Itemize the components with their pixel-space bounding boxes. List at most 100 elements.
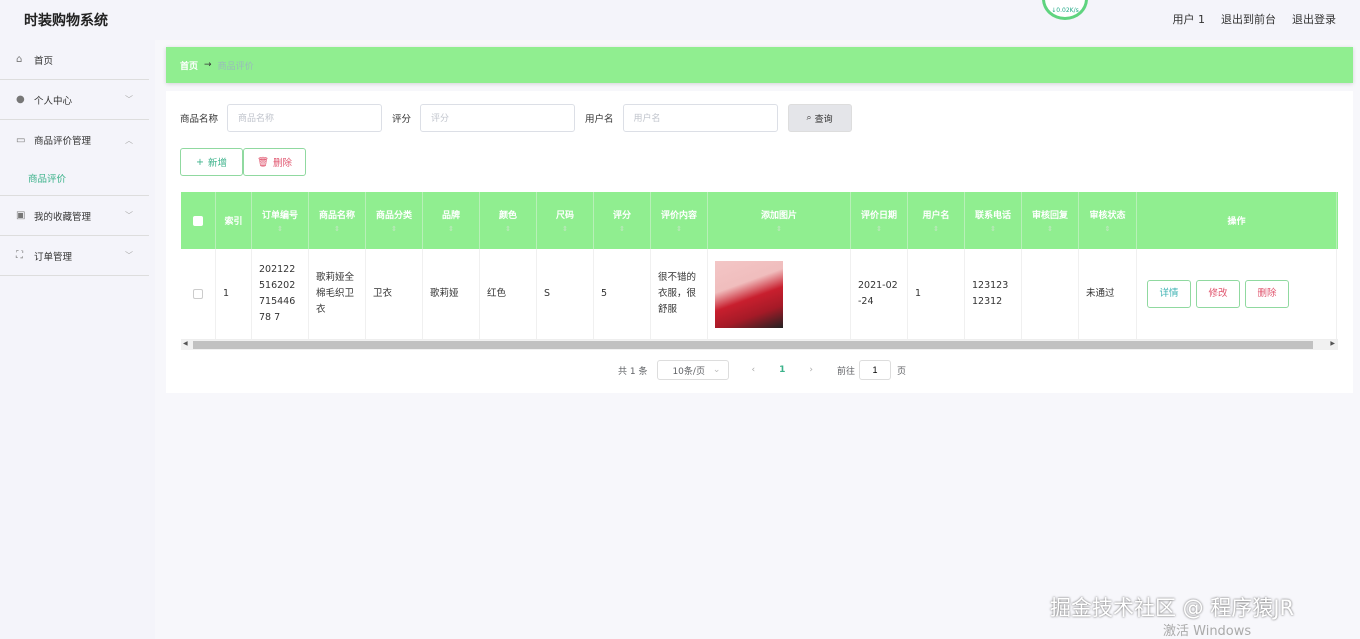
sidebar-item-home[interactable]: ⌂ 首页 [0, 40, 149, 80]
rating-input[interactable] [420, 104, 576, 132]
review-photo[interactable] [715, 260, 783, 328]
column-header[interactable]: 索引 [216, 192, 252, 249]
column-header[interactable]: 颜色 ⇕ [480, 192, 537, 249]
cell-category: 卫衣 [366, 249, 423, 339]
sidebar-item-personal-center[interactable]: ● 个人中心 ﹀ [0, 80, 149, 120]
exit-to-front-link[interactable]: 退出到前台 [1221, 13, 1276, 26]
cell-content: 很不错的衣服，很舒服 [651, 249, 708, 339]
column-header[interactable]: 品牌 ⇕ [423, 192, 480, 249]
column-header-label: 索引 [224, 217, 243, 227]
watermark: 掘金技术社区 @ 程序猿JR [1050, 596, 1295, 620]
sort-icon[interactable]: ⇕ [1104, 225, 1111, 233]
sort-icon[interactable]: ⇕ [619, 225, 625, 233]
row-checkbox[interactable] [193, 289, 203, 299]
horizontal-scrollbar[interactable]: ◀ ▶ [181, 340, 1338, 350]
column-header-label: 用户名 [922, 211, 950, 221]
query-button[interactable]: ⌕ 查询 [787, 104, 852, 132]
table-header: 索引 订单编号 ⇕ 商品名称 ⇕ 商品分类 ⇕ 品牌 ⇕ 颜色 ⇕ 尺码 ⇕ 评分 ⇕ 评价内容 ⇕ 添加图片 ⇕ 评… [181, 192, 1338, 249]
page-size-value: 10条/页 [672, 366, 705, 377]
sidebar-item-review-management[interactable]: ▭ 商品评价管理 ︿ [0, 120, 149, 160]
cell-username: 1 [908, 249, 965, 339]
sort-icon[interactable]: ⇕ [776, 225, 782, 233]
column-header[interactable]: 操作 [1137, 192, 1337, 249]
sort-icon[interactable]: ⇕ [448, 225, 454, 233]
sort-icon[interactable]: ⇕ [933, 225, 939, 233]
batch-delete-button[interactable]: 🗑 删除 [243, 148, 306, 176]
column-header-label: 评价日期 [860, 211, 897, 221]
column-header-label: 商品名称 [318, 211, 355, 221]
page-size-select[interactable]: 10条/页 ⌄ [657, 360, 730, 380]
column-header-label: 操作 [1227, 217, 1246, 227]
sort-icon[interactable]: ⇕ [391, 225, 397, 233]
clipboard-icon: ▣ [16, 210, 26, 221]
chevron-up-icon: ︿ [125, 135, 133, 145]
breadcrumb-home[interactable]: 首页 [180, 61, 199, 72]
sort-icon[interactable]: ⇕ [876, 225, 882, 233]
column-header[interactable]: 商品分类 ⇕ [366, 192, 423, 249]
column-header[interactable]: 评分 ⇕ [594, 192, 651, 249]
sort-icon[interactable]: ⇕ [990, 225, 996, 233]
cell-brand: 歌莉娅 [423, 249, 480, 339]
username-input[interactable] [622, 104, 778, 132]
column-header-label: 添加图片 [760, 211, 797, 221]
sort-icon[interactable]: ⇕ [1047, 225, 1053, 233]
next-page-icon[interactable]: › [809, 365, 813, 375]
sort-icon[interactable]: ⇕ [334, 225, 340, 233]
column-header-label: 尺码 [555, 211, 574, 221]
logout-link[interactable]: 退出登录 [1292, 13, 1336, 26]
cell-size: S [537, 249, 594, 339]
table-row: 1 20212251620271544678 7 歌莉娅全棉毛织卫衣 卫衣 歌莉… [181, 249, 1338, 340]
column-header[interactable]: 评价日期 ⇕ [851, 192, 908, 249]
prev-page-icon[interactable]: ‹ [751, 365, 756, 375]
sort-icon[interactable]: ⇕ [277, 225, 283, 233]
sort-icon[interactable]: ⇕ [505, 225, 511, 233]
column-header-label: 审核回复 [1031, 211, 1068, 221]
add-button[interactable]: + 新增 [180, 148, 243, 176]
column-header-label: 颜色 [498, 211, 517, 221]
cell-index: 1 [216, 249, 252, 339]
sidebar-subitem-product-review[interactable]: 商品评价 [0, 160, 149, 196]
sort-icon[interactable]: ⇕ [562, 225, 568, 233]
product-name-input[interactable] [227, 104, 383, 132]
scrollbar-thumb[interactable] [193, 341, 1313, 349]
delete-button[interactable]: 删除 [1245, 280, 1289, 308]
sidebar-item-orders[interactable]: ⛶ 订单管理 ﹀ [0, 236, 149, 276]
edit-button[interactable]: 修改 [1196, 280, 1240, 308]
select-all-checkbox[interactable] [193, 215, 203, 226]
column-header[interactable]: 评价内容 ⇕ [651, 192, 708, 249]
add-label: 新增 [207, 158, 227, 169]
column-header-label: 联系电话 [974, 211, 1011, 221]
goto-page-input[interactable] [858, 360, 891, 380]
page-number[interactable]: 1 [779, 365, 786, 375]
app-title: 时装购物系统 [24, 13, 108, 29]
cell-rating: 5 [594, 249, 651, 339]
cell-date: 2021-02-24 [851, 249, 908, 339]
column-header[interactable]: 用户名 ⇕ [908, 192, 965, 249]
column-header[interactable]: 商品名称 ⇕ [309, 192, 366, 249]
column-header-label: 评分 [612, 211, 631, 221]
home-icon: ⌂ [16, 54, 23, 65]
detail-button[interactable]: 详情 [1147, 280, 1191, 308]
cell-product: 歌莉娅全棉毛织卫衣 [309, 249, 366, 339]
column-header[interactable]: 审核回复 ⇕ [1022, 192, 1079, 249]
scroll-right-icon[interactable]: ▶ [1330, 340, 1335, 347]
column-header[interactable]: 尺码 ⇕ [537, 192, 594, 249]
goto-label: 前往 [836, 366, 855, 377]
column-header[interactable]: 审核状态 ⇕ [1079, 192, 1137, 249]
cell-phone: 12312312312 [965, 249, 1022, 339]
current-user: 用户 1 [1172, 13, 1206, 26]
trash-icon: 🗑 [256, 156, 270, 168]
sidebar-item-label: 首页 [34, 55, 54, 67]
column-header[interactable]: 联系电话 ⇕ [965, 192, 1022, 249]
cell-order-no: 20212251620271544678 7 [252, 249, 309, 339]
frame-icon: ⛶ [16, 250, 23, 261]
column-header-label: 评价内容 [660, 211, 697, 221]
page-suffix: 页 [896, 366, 906, 377]
sort-icon[interactable]: ⇕ [676, 225, 682, 233]
cell-color: 红色 [480, 249, 537, 339]
column-header[interactable]: 订单编号 ⇕ [252, 192, 309, 249]
card-icon: ▭ [16, 134, 26, 146]
sidebar-item-favorites[interactable]: ▣ 我的收藏管理 ﹀ [0, 196, 149, 236]
scroll-left-icon[interactable]: ◀ [183, 340, 188, 347]
column-header[interactable]: 添加图片 ⇕ [708, 192, 851, 249]
